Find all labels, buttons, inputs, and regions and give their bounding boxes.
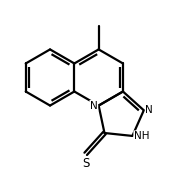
- Text: N: N: [90, 100, 98, 111]
- Text: S: S: [82, 157, 89, 170]
- Text: NH: NH: [134, 131, 149, 141]
- Text: N: N: [145, 105, 153, 115]
